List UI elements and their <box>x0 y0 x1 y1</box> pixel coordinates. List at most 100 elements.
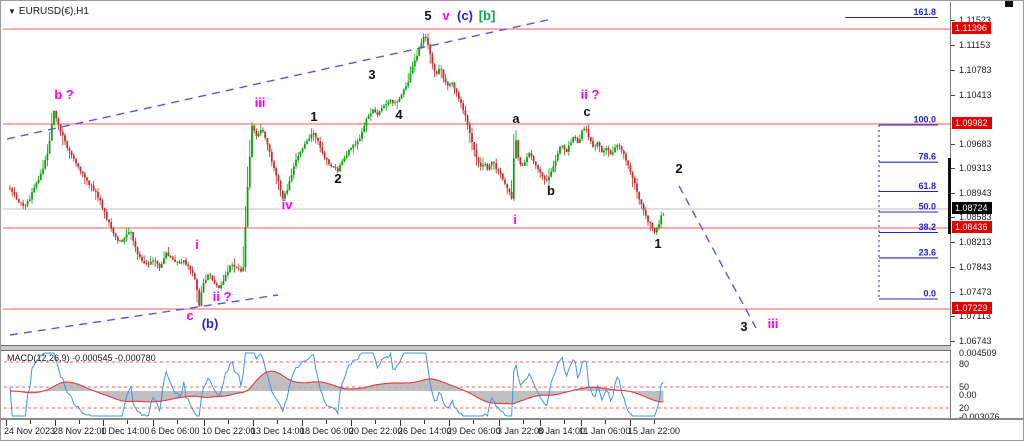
price-tick-label: 1.10783 <box>959 65 992 75</box>
time-tick-mark <box>127 420 128 424</box>
macd-axis-label: 0.00 <box>959 390 977 400</box>
macd-axis-label: 0.004509 <box>959 348 997 358</box>
time-tick-mark <box>499 420 500 426</box>
price-tick-mark <box>951 20 955 21</box>
wave-label: 3 <box>368 67 376 82</box>
wave-label: (c) <box>457 8 473 23</box>
corner-marker <box>1005 1 1013 7</box>
price-tick-label: 1.06743 <box>959 336 992 346</box>
macd-axis-label: 50 <box>959 382 970 392</box>
svg-text:0.0: 0.0 <box>923 289 936 299</box>
time-tick-mark <box>540 420 541 426</box>
price-tick-label: 1.08213 <box>959 237 992 247</box>
price-tick-mark <box>951 168 955 169</box>
price-tick-mark <box>951 217 955 218</box>
main-chart-area[interactable]: 161.8 100.0 78.6 61.8 50.0 38.2 23.6 0.0 ▼ EURUS… <box>2 2 951 345</box>
time-tick-mark <box>253 420 254 426</box>
macd-axis-label: 80 <box>959 359 970 369</box>
time-axis-divider <box>1 418 1023 420</box>
chart-title: ▼ EURUSD(€),H1 <box>8 6 89 17</box>
current-price-badge: 1.08724 <box>952 202 992 214</box>
macd-axis[interactable]: 0.004509 80 50 0.00 20 -0.003076 <box>951 345 1023 422</box>
time-axis-label: 24 Nov 2023 <box>4 426 56 436</box>
price-tick-mark <box>951 242 955 243</box>
time-tick-mark <box>605 420 606 424</box>
price-tick-label: 1.10413 <box>959 90 992 100</box>
time-axis-label: 15 Jan 22:00 <box>628 426 681 436</box>
time-tick-mark <box>55 420 56 426</box>
price-tick-label: 1.07473 <box>959 287 992 297</box>
price-level-badge: 1.08436 <box>952 221 992 233</box>
svg-text:23.6: 23.6 <box>918 247 936 257</box>
time-tick-mark <box>630 420 631 426</box>
svg-text:78.6: 78.6 <box>918 152 936 162</box>
price-tick-label: 1.08583 <box>959 212 992 222</box>
wave-label: 1 <box>310 109 318 124</box>
price-tick-label: 1.11153 <box>959 40 991 50</box>
time-tick-mark <box>204 420 205 426</box>
axis-scale-marker <box>948 158 951 234</box>
wave-label: v <box>442 8 450 23</box>
time-tick-mark <box>449 420 450 426</box>
wave-label: ii ? <box>212 289 232 304</box>
symbol-timeframe-label: EURUSD(€),H1 <box>18 6 89 17</box>
wave-label: (b) <box>201 316 219 331</box>
price-tick-mark <box>951 95 955 96</box>
time-axis-label: 6 Dec 06:00 <box>151 426 200 436</box>
wave-label: b ? <box>54 87 74 102</box>
macd-indicator-label: MACD(12,26,9) -0.000545 -0.000780 <box>7 353 156 363</box>
price-tick-label: 1.07113 <box>959 311 991 321</box>
macd-panel[interactable]: MACD(12,26,9) -0.000545 -0.000780 <box>2 351 951 418</box>
time-axis-label: 29 Dec 06:00 <box>447 426 501 436</box>
time-axis-label: 11 Jan 06:00 <box>579 426 631 436</box>
macd-plot <box>4 351 949 417</box>
time-tick-mark <box>79 420 80 424</box>
time-tick-mark <box>473 420 474 424</box>
macd-axis-label: -0.003076 <box>959 412 1000 422</box>
time-tick-mark <box>581 420 582 426</box>
wave-label: c <box>583 104 591 119</box>
wave-label: 2 <box>675 161 683 176</box>
time-tick-mark <box>326 420 327 424</box>
time-axis-label: 13 Dec 14:00 <box>251 426 305 436</box>
time-axis-label: 3 Jan 22:00 <box>497 426 545 436</box>
time-axis[interactable]: 24 Nov 2023 28 Nov 22:00 1 Dec 14:00 6 Dec … <box>1 420 1023 440</box>
price-tick-mark <box>951 316 955 317</box>
time-axis-label: 10 Dec 22:00 <box>202 426 256 436</box>
time-tick-mark <box>375 420 376 424</box>
symbol-dropdown-icon[interactable]: ▼ <box>8 7 16 16</box>
svg-text:161.8: 161.8 <box>913 7 936 17</box>
svg-text:61.8: 61.8 <box>918 181 936 191</box>
price-tick-mark <box>951 70 955 71</box>
wave-label: 3 <box>740 319 748 334</box>
candles <box>9 33 665 307</box>
time-tick-mark <box>400 420 401 426</box>
wave-label: a <box>512 111 520 126</box>
price-tick-label: 1.09313 <box>959 163 992 173</box>
wave-label: b <box>547 183 555 198</box>
macd-axis-label: 20 <box>959 403 970 413</box>
price-tick-label: 1.09683 <box>959 139 992 149</box>
wave-label: iii <box>767 316 779 331</box>
wave-label: i <box>195 237 199 252</box>
time-axis-label: 18 Dec 06:00 <box>300 426 354 436</box>
candlestick-chart[interactable]: 161.8 100.0 78.6 61.8 50.0 38.2 23.6 0.0 <box>2 2 952 346</box>
time-tick-mark <box>153 420 154 426</box>
wave-label: 5 <box>424 8 432 23</box>
time-axis-label: 8 Jan 14:00 <box>538 426 586 436</box>
time-axis-label: 20 Dec 22:00 <box>349 426 403 436</box>
time-tick-mark <box>654 420 655 424</box>
wave-label: 1 <box>654 236 662 251</box>
svg-text:50.0: 50.0 <box>918 202 936 212</box>
price-level-badge: 1.07229 <box>952 302 992 314</box>
time-tick-mark <box>351 420 352 426</box>
time-axis-label: 28 Nov 22:00 <box>53 426 107 436</box>
wave-label: 4 <box>395 107 403 122</box>
time-tick-mark <box>30 420 31 424</box>
time-tick-mark <box>564 420 565 424</box>
price-tick-mark <box>951 45 955 46</box>
panel-divider[interactable] <box>1 345 1023 351</box>
price-tick-mark <box>951 144 955 145</box>
price-tick-mark <box>951 341 955 342</box>
